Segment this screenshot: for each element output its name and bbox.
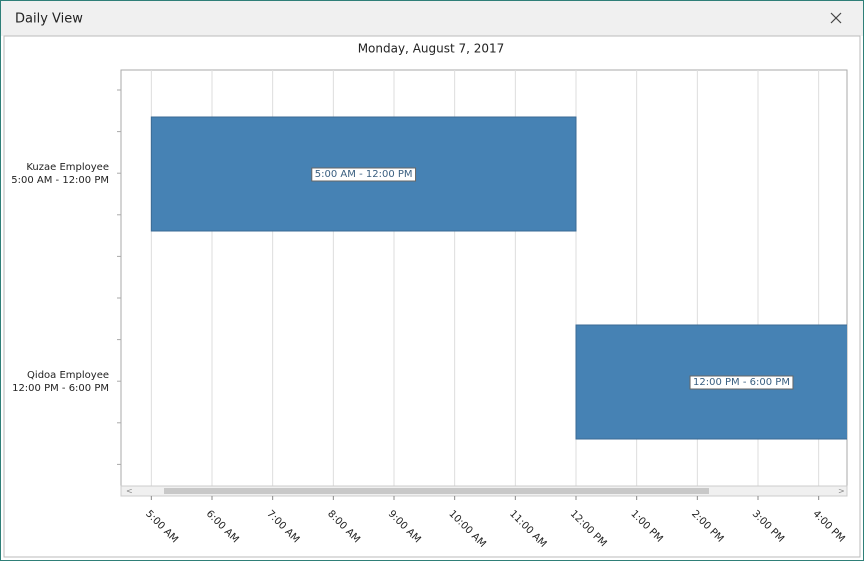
client-border bbox=[3, 35, 861, 558]
scrollbar[interactable]: < > bbox=[120, 485, 848, 497]
y-category-sublabel: 12:00 PM - 6:00 PM bbox=[12, 383, 109, 394]
data-label-box bbox=[689, 375, 794, 390]
y-category-label: Kuzae Employee bbox=[26, 162, 109, 173]
data-label-box bbox=[311, 167, 417, 182]
chart-title: Monday, August 7, 2017 bbox=[358, 42, 505, 56]
svg-text:>: > bbox=[838, 487, 845, 496]
window-title: Daily View bbox=[15, 12, 83, 27]
data-label: 12:00 PM - 6:00 PM bbox=[693, 377, 790, 388]
svg-text:<: < bbox=[126, 487, 133, 496]
y-category-sublabel: 5:00 AM - 12:00 PM bbox=[11, 175, 109, 186]
data-label: 5:00 AM - 12:00 PM bbox=[315, 169, 413, 180]
y-category-label: Qidoa Employee bbox=[27, 370, 109, 381]
close-button[interactable] bbox=[830, 12, 842, 24]
title-bar bbox=[1, 1, 863, 36]
